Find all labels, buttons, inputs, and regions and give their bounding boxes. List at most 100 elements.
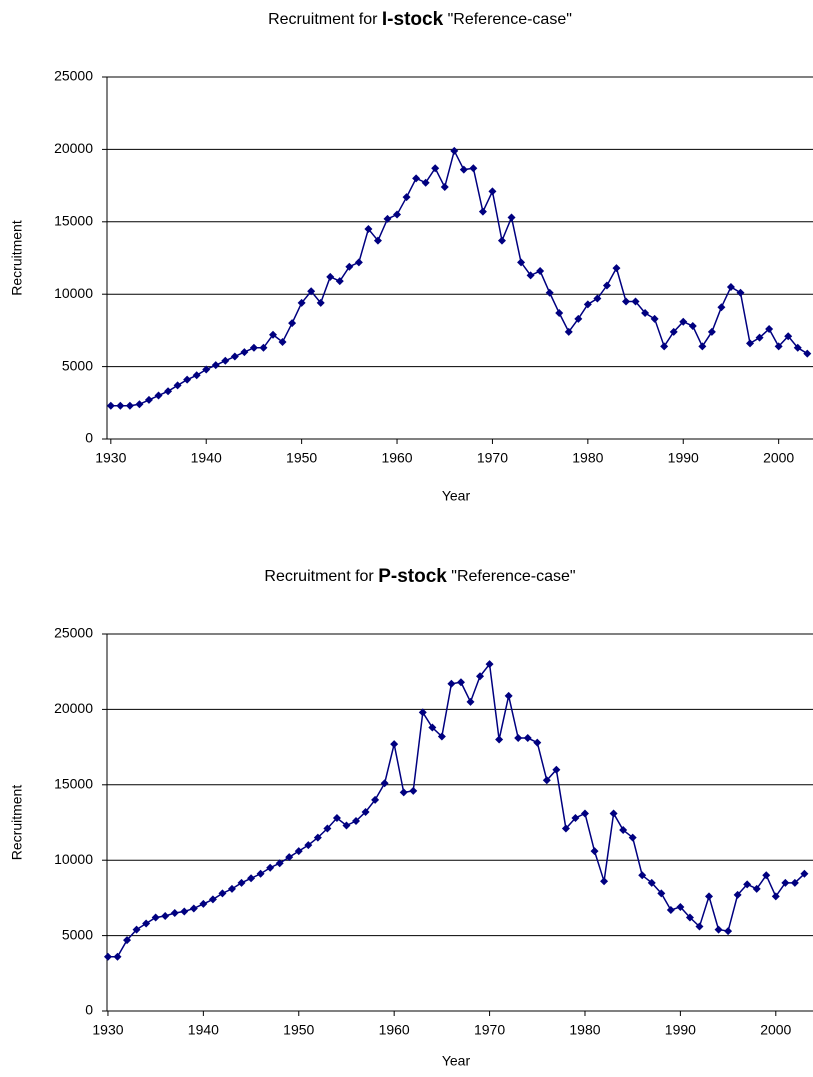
data-point xyxy=(561,824,570,833)
data-point xyxy=(698,342,707,351)
data-point xyxy=(771,892,780,901)
data-point xyxy=(612,264,621,273)
data-point xyxy=(437,732,446,741)
data-point xyxy=(590,847,599,856)
x-tick-label: 1980 xyxy=(572,450,603,466)
data-point xyxy=(132,925,141,934)
data-point xyxy=(154,391,163,400)
data-point xyxy=(660,342,669,351)
x-tick-label: 1990 xyxy=(665,1022,696,1038)
data-point xyxy=(504,691,513,700)
data-point xyxy=(313,833,322,842)
data-point xyxy=(755,333,764,342)
data-point xyxy=(507,213,516,222)
data-point xyxy=(545,288,554,297)
title-prefix: Recruitment for xyxy=(264,568,378,585)
data-point xyxy=(714,925,723,934)
data-point xyxy=(256,869,265,878)
x-axis-label: Year xyxy=(442,488,471,504)
data-point xyxy=(180,907,189,916)
data-point xyxy=(316,298,325,307)
data-point xyxy=(332,813,341,822)
data-point xyxy=(390,740,399,749)
title-suffix: "Reference-case" xyxy=(447,568,576,585)
data-point xyxy=(230,352,239,361)
data-point xyxy=(602,281,611,290)
data-point xyxy=(113,952,122,961)
data-point xyxy=(542,776,551,785)
data-point xyxy=(421,178,430,187)
data-point xyxy=(726,282,735,291)
chart-title: Recruitment for I-stock "Reference-case" xyxy=(268,9,572,30)
data-point xyxy=(679,317,688,326)
data-point xyxy=(523,734,532,743)
y-tick-label: 5000 xyxy=(62,926,93,942)
data-point xyxy=(800,869,809,878)
title-suffix: "Reference-case" xyxy=(443,11,572,28)
data-point xyxy=(743,880,752,889)
data-point xyxy=(571,813,580,822)
data-point xyxy=(218,889,227,898)
x-tick-label: 1930 xyxy=(92,1022,123,1038)
data-point xyxy=(135,400,144,409)
data-point xyxy=(161,911,170,920)
data-point xyxy=(488,187,497,196)
data-point xyxy=(705,892,714,901)
data-point xyxy=(371,795,380,804)
title-prefix: Recruitment for xyxy=(268,11,382,28)
x-tick-label: 1950 xyxy=(286,450,317,466)
y-tick-label: 25000 xyxy=(54,68,93,84)
data-point xyxy=(249,343,258,352)
data-point xyxy=(307,287,316,296)
data-point xyxy=(237,878,246,887)
y-tick-label: 25000 xyxy=(54,625,93,641)
data-point xyxy=(628,833,637,842)
y-tick-label: 15000 xyxy=(54,776,93,792)
y-tick-label: 20000 xyxy=(54,700,93,716)
data-point xyxy=(103,952,112,961)
data-point xyxy=(173,381,182,390)
data-point xyxy=(240,348,249,357)
data-point xyxy=(469,164,478,173)
data-point xyxy=(247,874,256,883)
data-point xyxy=(192,371,201,380)
data-point xyxy=(259,343,268,352)
x-tick-label: 1970 xyxy=(474,1022,505,1038)
y-tick-label: 10000 xyxy=(54,285,93,301)
data-point xyxy=(106,401,115,410)
data-point xyxy=(517,258,526,267)
data-point xyxy=(373,236,382,245)
x-tick-label: 1960 xyxy=(381,450,412,466)
data-point xyxy=(199,899,208,908)
data-point xyxy=(202,365,211,374)
data-point xyxy=(765,324,774,333)
data-point xyxy=(266,863,275,872)
data-point xyxy=(459,165,468,174)
data-point xyxy=(555,309,564,318)
data-point xyxy=(380,779,389,788)
data-point xyxy=(354,258,363,267)
data-point xyxy=(431,164,440,173)
data-point xyxy=(533,738,542,747)
data-point xyxy=(412,174,421,183)
data-point xyxy=(803,349,812,358)
data-point xyxy=(641,309,650,318)
data-point xyxy=(288,319,297,328)
data-point xyxy=(736,288,745,297)
data-point xyxy=(688,322,697,331)
data-point xyxy=(326,272,335,281)
data-point xyxy=(485,660,494,669)
data-point xyxy=(762,871,771,880)
data-point xyxy=(285,853,294,862)
y-tick-label: 0 xyxy=(85,430,93,446)
data-point xyxy=(478,207,487,216)
data-point xyxy=(619,826,628,835)
data-point xyxy=(164,387,173,396)
data-point xyxy=(211,361,220,370)
chart-title: Recruitment for P-stock "Reference-case" xyxy=(264,566,575,587)
data-point xyxy=(294,847,303,856)
data-point xyxy=(580,809,589,818)
y-tick-label: 20000 xyxy=(54,140,93,156)
data-point xyxy=(574,314,583,323)
data-point xyxy=(497,236,506,245)
